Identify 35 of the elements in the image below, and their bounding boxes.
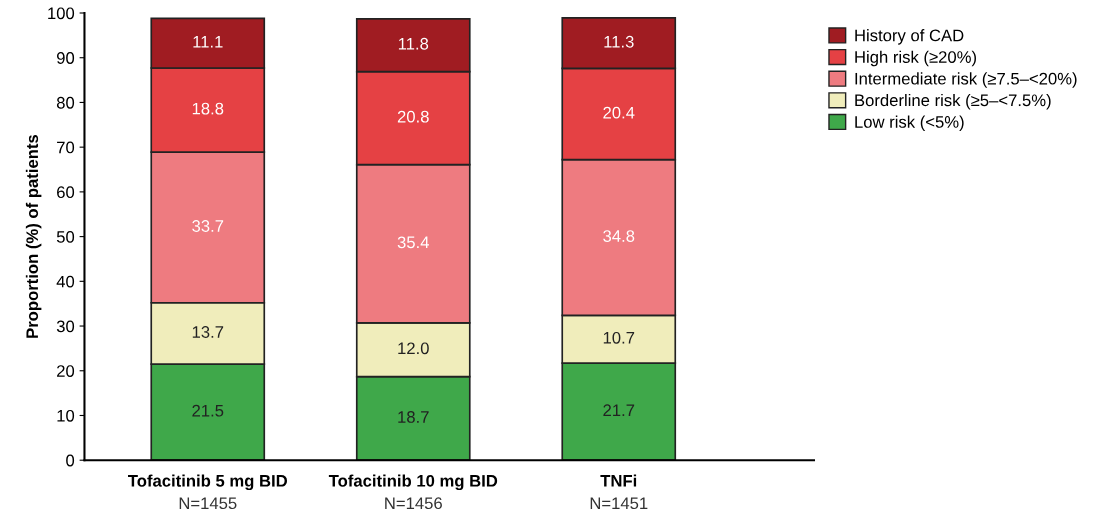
data-label: 12.0 bbox=[398, 342, 429, 355]
legend-label: Intermediate risk (≥7.5–<20%) bbox=[855, 72, 1077, 88]
y-tick-label: 30 bbox=[56, 320, 75, 333]
y-tick-label: 40 bbox=[56, 275, 75, 288]
x-tick-label: Tofacitinib 5 mg BID N=1455 bbox=[128, 474, 288, 510]
data-label: 18.8 bbox=[192, 102, 224, 115]
data-label: 11.3 bbox=[604, 35, 634, 48]
x-tick-label: Tofacitinib 10 mg BID N=1456 bbox=[328, 474, 498, 510]
data-label: 11.1 bbox=[193, 36, 223, 48]
legend-label: High risk (≥20%) bbox=[855, 50, 976, 67]
data-label: 13.7 bbox=[192, 326, 224, 338]
y-tick-label: 60 bbox=[57, 186, 75, 199]
data-label: 18.7 bbox=[398, 411, 429, 423]
y-tick-label: 20 bbox=[57, 365, 75, 377]
legend-label: Low risk (<5%) bbox=[855, 115, 964, 132]
data-label: 21.5 bbox=[192, 404, 224, 417]
legend-label: Borderline risk (≥5–<7.5%) bbox=[855, 93, 1051, 110]
data-label: 35.4 bbox=[397, 236, 429, 249]
y-tick-label: 10 bbox=[57, 409, 75, 422]
data-label: 20.4 bbox=[603, 106, 635, 119]
data-label: 21.7 bbox=[603, 404, 635, 416]
y-tick-label: 50 bbox=[56, 231, 75, 243]
legend-label: History of CAD bbox=[855, 29, 964, 45]
y-tick-label: 80 bbox=[56, 96, 75, 109]
y-tick-label: 100 bbox=[48, 7, 75, 20]
x-tick-label: TNFi N=1451 bbox=[590, 474, 648, 510]
data-label: 33.7 bbox=[192, 220, 224, 232]
y-axis-title: Proportion (%) of patients bbox=[25, 134, 42, 338]
y-tick-label: 90 bbox=[56, 52, 75, 64]
data-label: 10.7 bbox=[603, 331, 635, 344]
y-tick-label: 70 bbox=[57, 141, 75, 154]
data-label: 11.8 bbox=[398, 37, 429, 50]
data-label: 20.8 bbox=[397, 110, 429, 123]
y-tick-label: 0 bbox=[66, 454, 75, 467]
data-label: 34.8 bbox=[603, 230, 635, 242]
